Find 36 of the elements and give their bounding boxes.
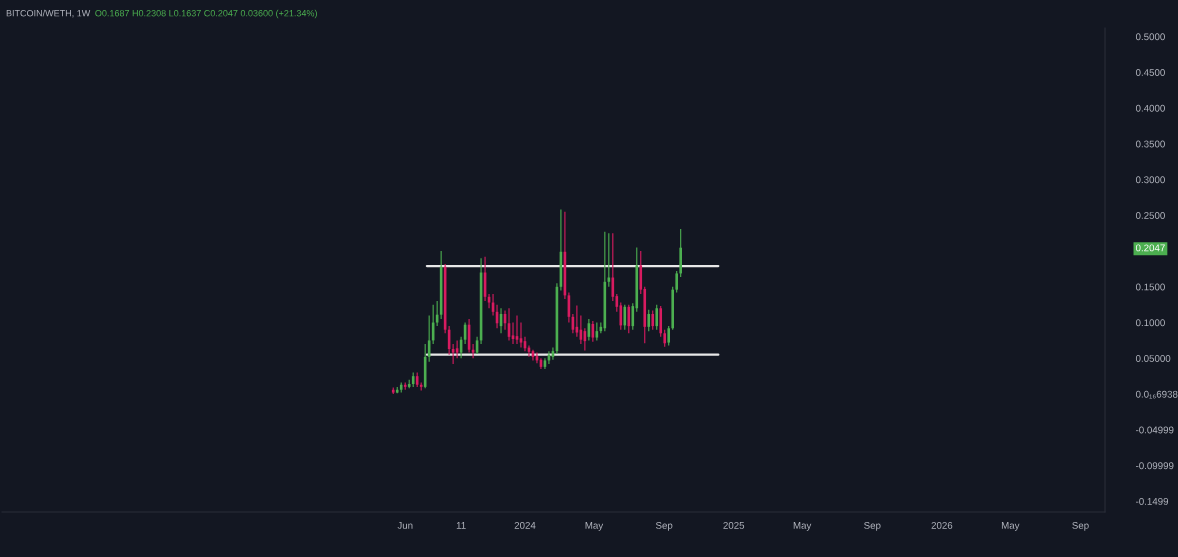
x-tick-label: 2026 [931,521,953,529]
candlestick [667,325,671,346]
chart-subtitle: O0.1687 H0.2308 L0.1637 C0.2047 0.03600 (+21.34%) [95,9,317,19]
x-tick-label: 2024 [514,521,536,529]
y-tick-label: 0.0₁₆6938 [1135,390,1178,399]
candlestick [675,270,678,294]
y-tick-label: -0.1499 [1135,497,1169,505]
candlestick [651,309,655,331]
y-tick-label: 0.3500 [1135,140,1165,148]
x-tick-label: 11 [456,522,466,529]
y-tick-label: 0.1000 [1135,319,1165,327]
candlestick [627,304,631,334]
candlestick [455,339,459,359]
x-tick-label: Sep [1072,521,1089,531]
x-tick-label: May [793,522,812,531]
x-tick-label: May [1001,522,1020,531]
y-tick-label: -0.04999 [1135,426,1174,434]
candlestick [623,304,627,331]
y-tick-label: -0.09999 [1135,462,1174,470]
y-tick-label: 0.5000 [1135,33,1165,41]
x-tick-label: 2025 [723,521,745,529]
candlestick [655,304,659,331]
y-tick-label: 0.2047 [1135,244,1165,252]
y-tick-label: 0.2500 [1135,212,1165,219]
candlestick [647,309,651,332]
x-tick-label: Jun [397,522,413,529]
y-tick-label: 0.1500 [1135,283,1165,291]
y-tick-label: 0.4500 [1135,69,1165,76]
y-tick-label: 0.3000 [1135,176,1165,184]
chart-title: BITCOIN/WETH, 1W [6,9,91,18]
candlestick [519,321,523,349]
y-tick-label: 0.05000 [1135,355,1171,362]
x-tick-label: Sep [864,521,881,531]
x-tick-label: Sep [655,521,673,531]
x-tick-label: May [585,522,604,531]
y-tick-label: 0.4000 [1135,104,1165,112]
